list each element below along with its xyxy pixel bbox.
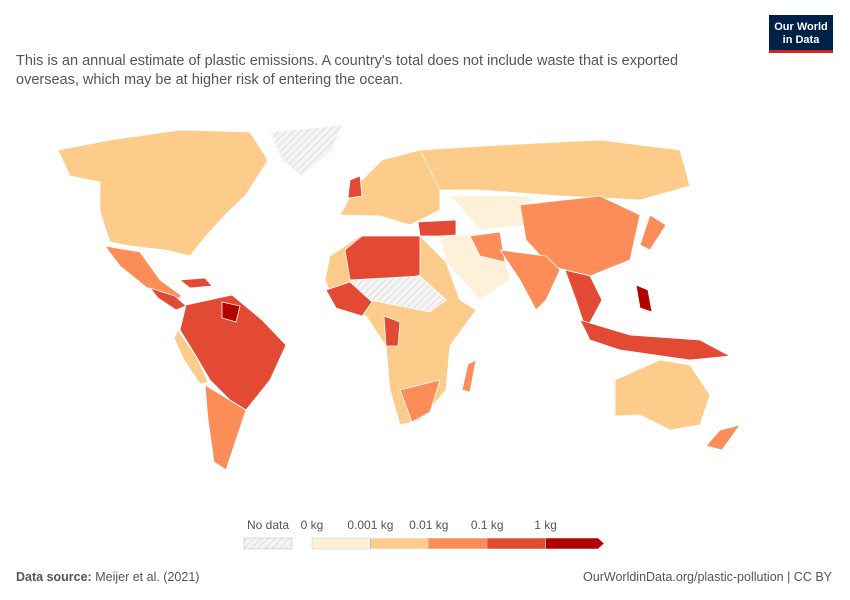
legend-swatch xyxy=(428,537,488,550)
turkey[interactable] xyxy=(417,219,457,237)
uk[interactable] xyxy=(347,175,363,199)
legend-label: 0.001 kg xyxy=(347,518,393,532)
andes[interactable] xyxy=(173,329,209,385)
china[interactable] xyxy=(519,195,641,277)
iran[interactable] xyxy=(469,231,506,263)
legend-swatch xyxy=(486,537,546,550)
caribbean[interactable] xyxy=(178,277,213,289)
mexico-central-america[interactable] xyxy=(104,245,183,303)
north-africa[interactable] xyxy=(344,235,421,283)
legend-swatch xyxy=(370,537,430,550)
legend: No data 0 kg 0.001 kg 0.01 kg 0.1 kg 1 kg xyxy=(243,518,605,550)
southeast-asia[interactable] xyxy=(564,269,603,332)
indonesia[interactable] xyxy=(579,319,732,361)
india[interactable] xyxy=(499,249,561,311)
legend-label: 0 kg xyxy=(301,518,324,532)
legend-label: 1 kg xyxy=(534,518,557,532)
source: Meijer et al. (2021) xyxy=(95,570,200,584)
legend-swatch xyxy=(311,537,371,550)
philippines[interactable] xyxy=(635,284,653,313)
new-zealand[interactable] xyxy=(705,424,741,451)
southern-africa[interactable] xyxy=(399,379,441,423)
russia[interactable] xyxy=(419,139,691,201)
southern-cone[interactable] xyxy=(204,384,247,471)
footer-source: Data source: Meijer et al. (2021) xyxy=(16,570,199,584)
subtitle: This is an annual estimate of plastic em… xyxy=(16,53,679,88)
japan[interactable] xyxy=(639,214,667,251)
north-america[interactable] xyxy=(57,129,269,257)
madagascar[interactable] xyxy=(461,359,477,393)
central-america[interactable] xyxy=(148,287,187,311)
greenland[interactable] xyxy=(269,124,343,177)
source-label: Data source: xyxy=(16,570,92,584)
australia[interactable] xyxy=(614,359,711,431)
central-asia[interactable] xyxy=(449,194,531,231)
legend-swatch xyxy=(545,537,605,550)
logo-line: Our World xyxy=(774,21,828,33)
legend-no-data xyxy=(243,537,293,550)
countries xyxy=(57,124,741,471)
central-africa[interactable] xyxy=(383,315,401,347)
guyana[interactable] xyxy=(221,301,241,323)
footer-url[interactable]: OurWorldinData.org/plastic-pollution | C… xyxy=(583,570,832,584)
logo[interactable]: Our World in Data xyxy=(769,15,833,53)
logo-line: in Data xyxy=(782,34,820,46)
west-africa[interactable] xyxy=(325,281,373,317)
legend-label: 0.1 kg xyxy=(471,518,504,532)
legend-label: No data xyxy=(247,518,289,532)
legend-label: 0.01 kg xyxy=(409,518,448,532)
